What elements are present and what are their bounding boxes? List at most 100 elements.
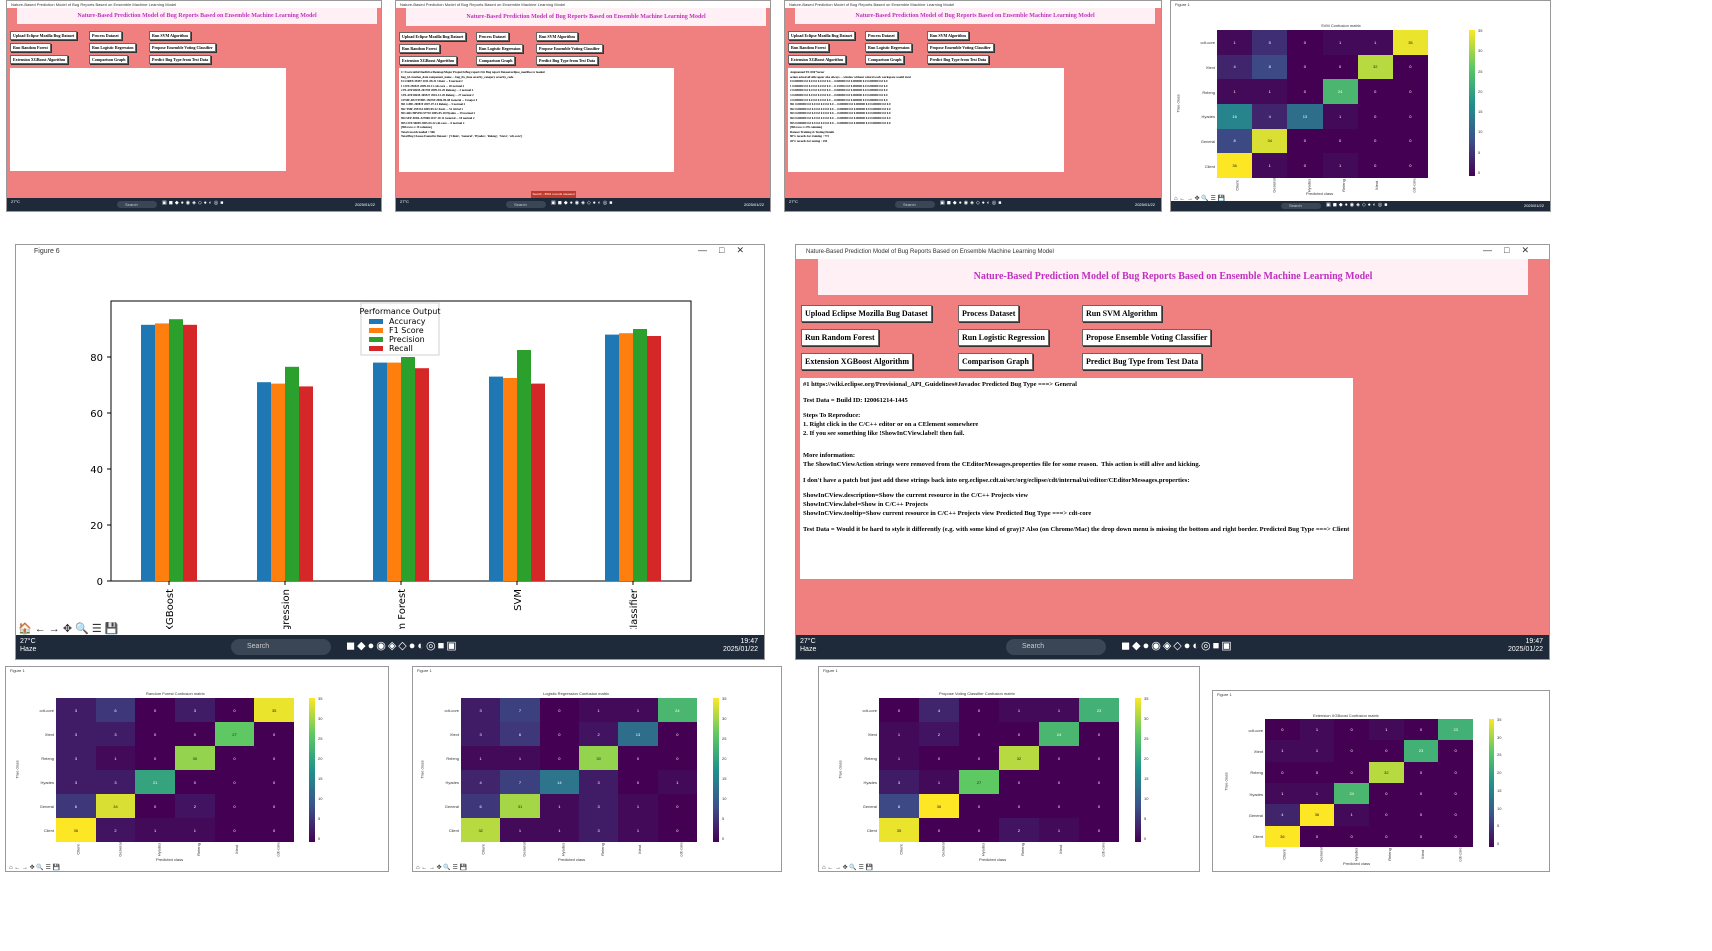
colorbar-tick: 35: [1144, 696, 1149, 701]
heatmap-cell: 6: [95, 698, 136, 722]
heatmap-cell: 3: [95, 722, 136, 746]
taskbar-search[interactable]: Search: [895, 201, 935, 208]
upload-dataset-button[interactable]: Upload Eclipse Mozilla Bug Dataset: [788, 31, 856, 40]
heatmap-cell: 7: [500, 698, 540, 722]
ensemble-voting-button[interactable]: Propose Ensemble Voting Classifier: [536, 44, 603, 53]
comparison-graph-button[interactable]: Comparison Graph: [865, 55, 905, 64]
ensemble-voting-button[interactable]: Propose Ensemble Voting Classifier: [927, 43, 994, 52]
upload-dataset-button[interactable]: Upload Eclipse Mozilla Bug Dataset: [399, 32, 467, 41]
taskbar-clock[interactable]: 2025/01/22: [1523, 203, 1544, 208]
predict-bug-type-button[interactable]: Predict Bug Type from Test Data: [149, 55, 212, 64]
window-controls[interactable]: —□✕: [698, 245, 756, 255]
taskbar-app-icons[interactable]: ▣◼◆●◉◈◇●◐◎■: [551, 200, 615, 206]
heatmap-cell: 3: [175, 698, 215, 722]
predict-bug-type-button[interactable]: Predict Bug Type from Test Data: [1082, 353, 1203, 370]
taskbar-app-icons[interactable]: ◼◆●◉◈◇●◐◎■▣: [346, 640, 459, 652]
run-svm-button[interactable]: Run SVM Algorithm: [536, 32, 578, 41]
run-random-forest-button[interactable]: Run Random Forest: [10, 43, 51, 52]
heatmap-cell: 0: [214, 770, 255, 794]
weather-widget[interactable]: 27°C: [11, 199, 20, 204]
taskbar-app-icons[interactable]: ▣◼◆●◉◈◇●◐◎■: [940, 200, 1004, 206]
colorbar-ticks: 35 30 25 20 15 10 5 0: [1478, 28, 1490, 176]
xgboost-button[interactable]: Extension XGBoost Algorithm: [10, 55, 69, 64]
heatmap-cell: 23: [1438, 719, 1473, 741]
process-dataset-button[interactable]: Process Dataset: [476, 32, 509, 41]
taskbar-clock[interactable]: 2025/01/22: [1134, 202, 1155, 207]
figure-toolbar[interactable]: ⌂ ← → ✥ 🔍 ☰ 💾: [9, 865, 60, 871]
weather-widget[interactable]: 27°C Haze: [20, 638, 36, 654]
comparison-graph-button[interactable]: Comparison Graph: [89, 55, 129, 64]
upload-dataset-button[interactable]: Upload Eclipse Mozilla Bug Dataset: [801, 305, 932, 322]
weather-widget[interactable]: 27°C Haze: [800, 638, 816, 654]
taskbar-search[interactable]: Search: [231, 639, 331, 655]
run-random-forest-button[interactable]: Run Random Forest: [801, 329, 879, 346]
taskbar-search[interactable]: Search: [506, 201, 546, 208]
taskbar-search[interactable]: Search: [1281, 203, 1321, 209]
prediction-output-area[interactable]: #1 https://wiki.eclipse.org/Provisional_…: [800, 378, 1353, 579]
weather-widget[interactable]: 27°C: [789, 199, 798, 204]
run-svm-button[interactable]: Run SVM Algorithm: [1082, 305, 1162, 322]
run-svm-button[interactable]: Run SVM Algorithm: [149, 31, 191, 40]
upload-dataset-button[interactable]: Upload Eclipse Mozilla Bug Dataset: [10, 31, 78, 40]
window-title: Nature-Based Prediction Model of Bug Rep…: [796, 245, 1549, 259]
figure-toolbar[interactable]: ⌂ ← → ✥ 🔍 ☰ 💾: [416, 865, 467, 871]
taskbar-app-icons[interactable]: ◼◆●◉◈◇●◐◎■▣: [1121, 640, 1234, 652]
taskbar-clock[interactable]: 19:47 2025/01/22: [723, 638, 758, 654]
heatmap-cell: 0: [135, 722, 175, 746]
bar-accuracy: [605, 334, 619, 581]
colorbar-tick: 5: [722, 816, 725, 821]
run-logistic-regression-button[interactable]: Run Logistic Regression: [865, 43, 913, 52]
taskbar-search[interactable]: Search: [117, 201, 157, 208]
output-text-area[interactable]: Augmented TF-IDF Vector action actual all…: [788, 68, 1064, 172]
process-dataset-button[interactable]: Process Dataset: [89, 31, 122, 40]
x-axis-label: Predicted class: [1343, 861, 1371, 866]
clock-time: 19:47: [740, 638, 758, 645]
xgboost-button[interactable]: Extension XGBoost Algorithm: [801, 353, 914, 370]
output-text-area[interactable]: [10, 68, 286, 171]
heatmap-cell: 2: [578, 722, 619, 746]
heatmap-cell: 3: [56, 722, 96, 746]
figure-toolbar[interactable]: ⌂ ← → ✥ 🔍 ☰ 💾: [822, 865, 873, 871]
comparison-graph-button[interactable]: Comparison Graph: [958, 353, 1033, 370]
run-svm-button[interactable]: Run SVM Algorithm: [927, 31, 969, 40]
text-line: 0 CORE9-39457 2011-08-31 Client ... 8 no…: [401, 79, 463, 84]
comparison-graph-button[interactable]: Comparison Graph: [476, 56, 516, 65]
predict-bug-type-button[interactable]: Predict Bug Type from Test Data: [927, 55, 990, 64]
taskbar-search[interactable]: Search: [1006, 639, 1106, 655]
bar-precision: [401, 357, 415, 581]
run-random-forest-button[interactable]: Run Random Forest: [399, 44, 440, 53]
run-logistic-regression-button[interactable]: Run Logistic Regression: [958, 329, 1049, 346]
run-logistic-regression-button[interactable]: Run Logistic Regression: [89, 43, 137, 52]
heatmap-cell: 13: [618, 722, 658, 746]
taskbar-clock[interactable]: 19:47 2025/01/22: [1508, 638, 1543, 654]
window-controls[interactable]: —□✕: [1483, 245, 1541, 255]
y-tick-label: General: [444, 804, 459, 809]
taskbar-clock[interactable]: 2025/01/22: [354, 202, 375, 207]
clock-date: 2025/01/22: [722, 646, 758, 653]
text-line: 1. Right click in the C/C++ editor or on…: [803, 421, 979, 428]
taskbar-app-icons[interactable]: ▣◼◆●◉◈◇●◐◎■: [162, 200, 226, 206]
heatmap-cell: 0: [214, 746, 255, 770]
heatmap-cell: 0: [959, 818, 999, 842]
output-text-area[interactable]: C:/Users/abhi/OneDrive/Desktop/Major Pro…: [399, 68, 674, 172]
predict-bug-type-button[interactable]: Predict Bug Type from Test Data: [536, 56, 599, 65]
heatmap-cell: 0: [999, 794, 1039, 818]
run-logistic-regression-button[interactable]: Run Logistic Regression: [476, 44, 524, 53]
process-dataset-button[interactable]: Process Dataset: [865, 31, 898, 40]
heatmap-cell: 36: [1217, 153, 1253, 178]
heatmap-cell: 1: [1039, 698, 1079, 722]
xgboost-button[interactable]: Extension XGBoost Algorithm: [399, 56, 458, 65]
heatmap-cell: 6: [461, 794, 501, 818]
process-dataset-button[interactable]: Process Dataset: [958, 305, 1020, 322]
colorbar-ticks: 35 30 25 20 15 10 5 0: [1497, 717, 1509, 847]
run-random-forest-button[interactable]: Run Random Forest: [788, 43, 829, 52]
figure-toolbar[interactable]: 🏠 ← → ✥ 🔍 ☰ 💾: [18, 623, 119, 635]
ensemble-voting-button[interactable]: Propose Ensemble Voting Classifier: [149, 43, 216, 52]
y-tick-label: Client: [43, 828, 54, 833]
taskbar-app-icons[interactable]: ▣◼◆●◉◈◇●◐◎■: [1326, 202, 1390, 208]
weather-widget[interactable]: 27°C: [400, 199, 409, 204]
taskbar-clock[interactable]: 2025/01/22: [743, 202, 764, 207]
xgboost-button[interactable]: Extension XGBoost Algorithm: [788, 55, 847, 64]
figure-toolbar[interactable]: ⌂ ← → ✥ 🔍 ☰ 💾: [1174, 196, 1225, 202]
ensemble-voting-button[interactable]: Propose Ensemble Voting Classifier: [1082, 329, 1212, 346]
